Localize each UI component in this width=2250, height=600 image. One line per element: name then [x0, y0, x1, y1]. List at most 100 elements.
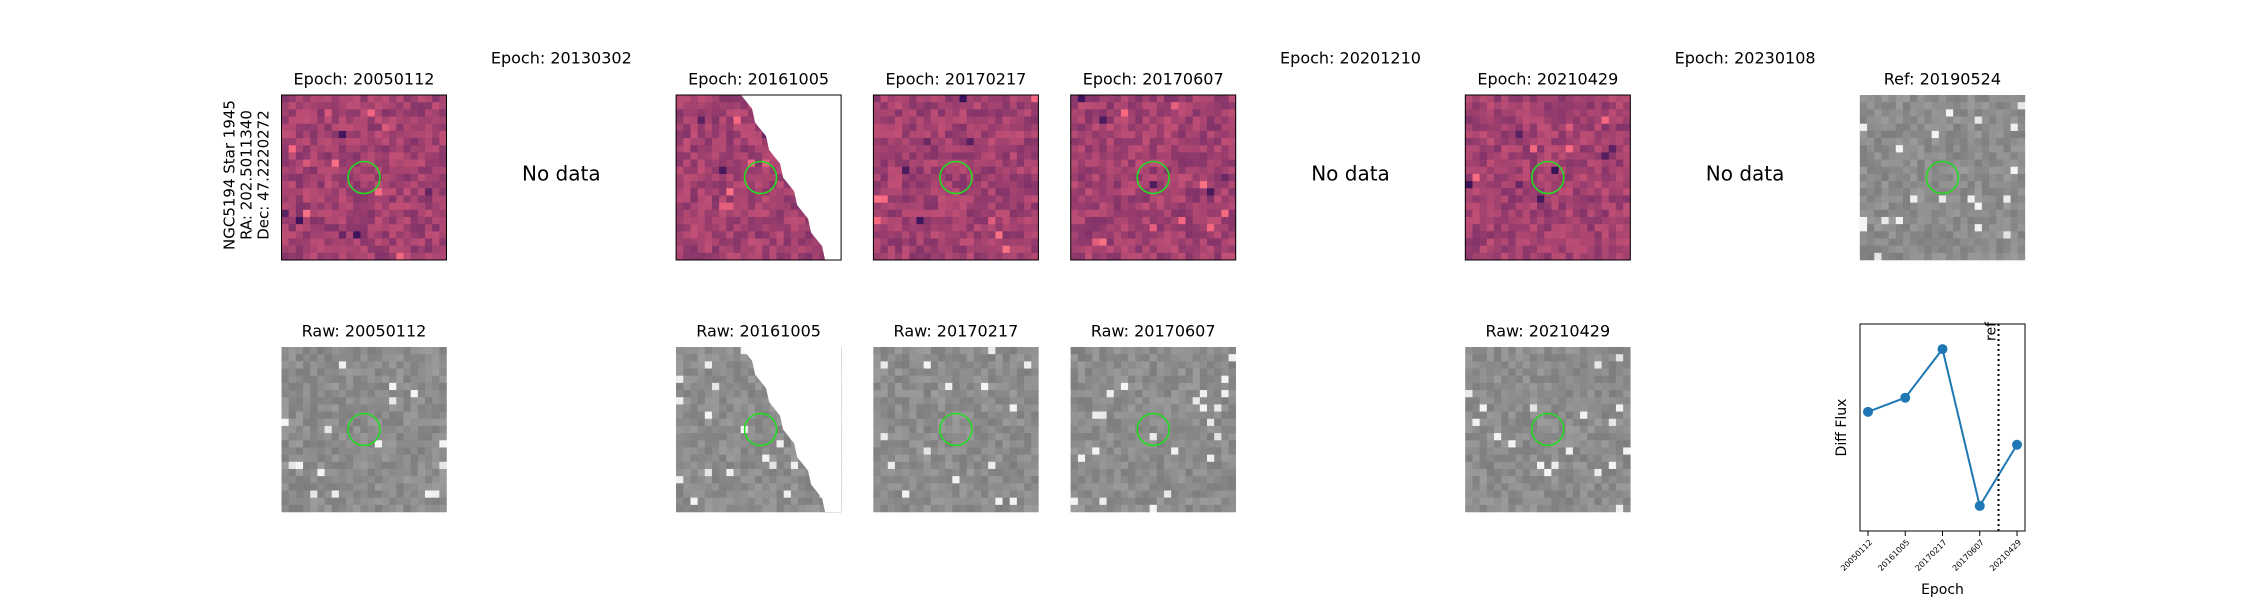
panel-title: Epoch: 20210429	[1477, 70, 1618, 89]
pixel	[1106, 123, 1115, 132]
pixel	[1479, 116, 1488, 124]
pixel	[676, 440, 684, 448]
pixel	[711, 382, 720, 391]
pixel	[1085, 361, 1093, 369]
pixel	[711, 138, 720, 146]
pixel	[1024, 95, 1032, 103]
pixel	[740, 497, 749, 506]
pixel	[783, 483, 792, 491]
pixel	[381, 116, 390, 124]
pixel	[1953, 209, 1961, 218]
pixel	[1551, 209, 1559, 218]
pixel	[1902, 102, 1911, 110]
pixel	[374, 102, 383, 110]
pixel	[733, 138, 741, 146]
pixel	[439, 166, 447, 175]
pixel	[1615, 238, 1624, 246]
pixel	[331, 382, 340, 391]
pixel	[902, 159, 910, 168]
pixel	[973, 375, 982, 384]
pixel	[894, 418, 903, 427]
pixel	[424, 411, 433, 420]
pixel	[719, 404, 727, 412]
pixel	[733, 216, 741, 225]
pixel	[704, 209, 713, 218]
pixel	[288, 195, 297, 203]
pixel	[690, 224, 698, 232]
pixel	[769, 245, 777, 254]
pixel	[410, 433, 419, 441]
pixel	[381, 375, 390, 384]
pixel	[1120, 224, 1129, 232]
pixel	[959, 361, 967, 369]
pixel	[1214, 188, 1222, 196]
pixel	[937, 375, 946, 384]
pixel	[1106, 188, 1115, 196]
pixel	[981, 123, 989, 132]
pixel	[711, 354, 720, 362]
pixel	[1508, 145, 1516, 153]
pixel	[945, 461, 953, 470]
pixel	[346, 252, 354, 261]
pixel	[381, 361, 390, 369]
pixel	[1171, 109, 1179, 117]
pixel	[1623, 116, 1631, 124]
pixel	[1192, 159, 1201, 168]
pixel	[432, 397, 440, 405]
pixel	[790, 202, 799, 211]
pixel	[1623, 130, 1631, 139]
pixel	[733, 447, 741, 455]
pixel	[1974, 181, 1983, 189]
pixel	[360, 116, 368, 124]
pixel	[719, 224, 727, 232]
pixel	[1099, 382, 1107, 391]
image-panel	[1464, 94, 1631, 261]
pixel	[1895, 209, 1904, 218]
pixel	[1092, 382, 1100, 391]
pixel	[1493, 159, 1502, 168]
pixel	[303, 461, 311, 470]
pixel	[1199, 368, 1208, 376]
pixel	[1465, 173, 1473, 182]
pixel	[303, 188, 311, 196]
pixel	[331, 109, 340, 117]
pixel	[894, 216, 903, 225]
pixel	[2010, 123, 2019, 132]
pixel	[733, 95, 741, 103]
pixel	[966, 404, 975, 412]
pixel	[930, 347, 939, 355]
pixel	[873, 411, 881, 420]
pixel	[776, 195, 785, 203]
pixel	[1938, 130, 1947, 139]
pixel	[1002, 216, 1011, 225]
pixel	[1615, 202, 1624, 211]
pixel	[1085, 173, 1093, 182]
pixel	[417, 476, 426, 484]
pixel	[1594, 238, 1602, 246]
pixel	[995, 116, 1003, 124]
pixel	[769, 195, 777, 203]
pixel	[1228, 245, 1236, 254]
pixel	[1228, 188, 1236, 196]
pixel	[1192, 173, 1201, 182]
pixel	[1113, 138, 1122, 146]
pixel	[1544, 245, 1552, 254]
pixel	[1938, 202, 1947, 211]
pixel	[1895, 195, 1904, 203]
pixel	[697, 102, 706, 110]
pixel	[776, 173, 785, 182]
pixel	[887, 418, 896, 427]
pixel	[733, 354, 741, 362]
pixel	[711, 173, 720, 182]
pixel	[1565, 181, 1574, 189]
pixel	[916, 231, 924, 239]
pixel	[1515, 195, 1523, 203]
pixel	[726, 138, 734, 146]
pixel	[952, 116, 960, 124]
pixel	[1024, 483, 1032, 491]
pixel	[945, 224, 953, 232]
pixel	[755, 145, 763, 153]
pixel	[1967, 181, 1975, 189]
pixel	[1888, 159, 1897, 168]
pixel	[1594, 188, 1602, 196]
